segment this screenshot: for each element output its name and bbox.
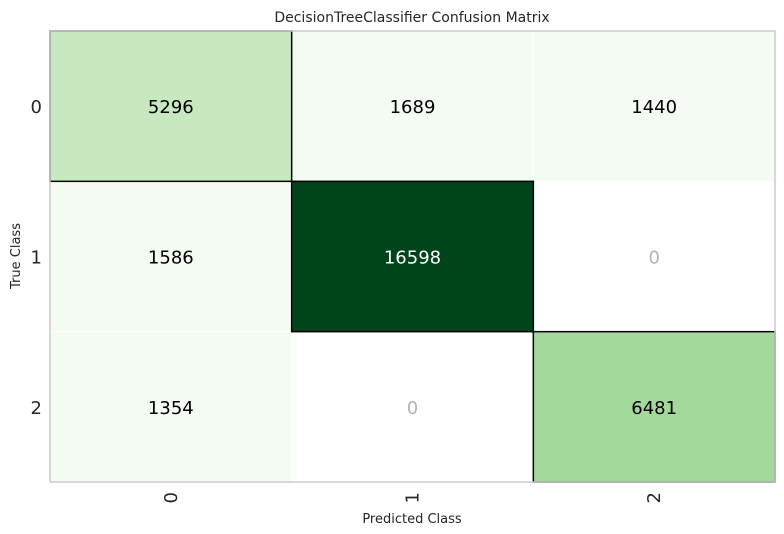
cell-value-1-0: 1586 (148, 248, 194, 269)
x-tick-labels: 0 1 2 (161, 492, 665, 503)
heatmap-cell-1-0 (49, 180, 293, 333)
plot-frame (49, 30, 776, 483)
cell-value-1-2: 0 (648, 248, 659, 269)
y-tick-label-2: 2 (31, 398, 42, 419)
cell-value-2-2: 6481 (631, 398, 677, 419)
heatmap-cell-0-1 (291, 30, 534, 182)
cell-value-2-1: 0 (407, 398, 418, 419)
cell-value-0-0: 5296 (148, 97, 194, 118)
y-tick-label-1: 1 (31, 248, 42, 269)
heatmap-cell-1-1 (291, 180, 534, 333)
heatmap-cell-2-0 (49, 331, 293, 483)
cell-value-1-1: 16598 (384, 248, 441, 269)
heatmap-cell-2-1 (291, 331, 534, 483)
y-tick-labels: 0 1 2 (31, 97, 42, 419)
diagonal-cell-outline-1 (290, 180, 535, 333)
cell-value-labels: 5296 1689 1440 1586 16598 0 1354 0 6481 (148, 97, 677, 419)
x-tick-label-1: 1 (403, 492, 424, 503)
cell-value-0-2: 1440 (631, 97, 677, 118)
chart-title: DecisionTreeClassifier Confusion Matrix (274, 10, 549, 26)
x-tick-label-0: 0 (161, 492, 182, 503)
y-axis-label: True Class (9, 223, 24, 290)
y-tick-label-0: 0 (31, 97, 42, 118)
x-axis-label: Predicted Class (362, 512, 462, 527)
cell-value-0-1: 1689 (390, 97, 436, 118)
heatmap-cell-1-2 (532, 180, 776, 333)
heatmap-cells (49, 30, 776, 483)
heatmap-cell-0-0 (49, 30, 293, 182)
cell-value-2-0: 1354 (148, 398, 194, 419)
x-tick-label-2: 2 (644, 492, 665, 503)
